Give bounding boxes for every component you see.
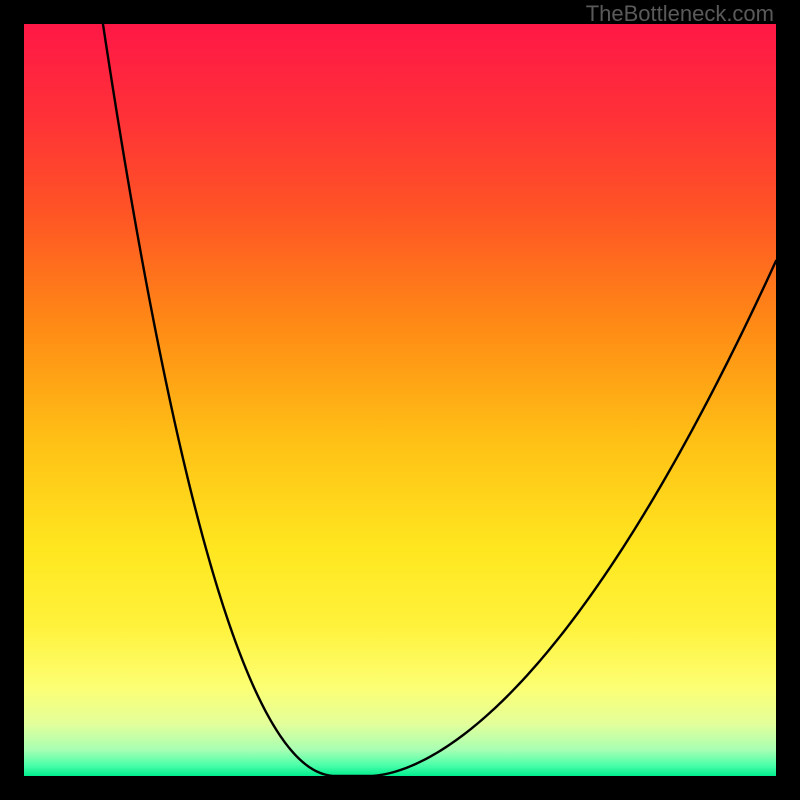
plot-area [24, 24, 776, 776]
marker-layer [24, 24, 776, 776]
chart-frame: TheBottleneck.com [0, 0, 800, 800]
watermark-text: TheBottleneck.com [586, 1, 774, 27]
